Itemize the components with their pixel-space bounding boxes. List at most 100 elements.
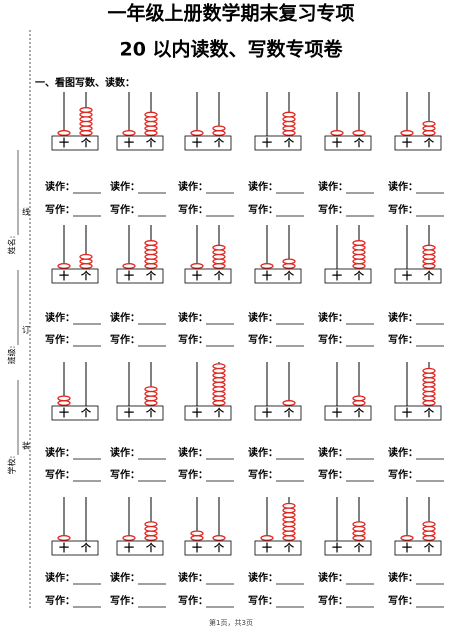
bead-stack: [144, 111, 158, 136]
bead: [352, 395, 366, 402]
write-label: 写作：: [248, 468, 278, 481]
bead: [79, 116, 93, 123]
bead: [422, 249, 436, 256]
read-label: 读作：: [45, 571, 75, 584]
write-label: 写作：: [248, 333, 278, 346]
bead: [260, 263, 274, 269]
bead: [212, 377, 226, 383]
bead: [144, 240, 158, 246]
bead: [79, 253, 93, 260]
rod-label: 个: [145, 542, 157, 555]
bead: [212, 386, 226, 393]
rod-label: 个: [423, 542, 435, 555]
write-label: 写作：: [318, 468, 348, 481]
bead: [144, 120, 158, 127]
bead-stack: [212, 125, 226, 136]
bead: [144, 525, 158, 532]
rod-label: 个: [80, 137, 92, 150]
frame: [51, 135, 99, 151]
bead: [422, 530, 436, 537]
rod-label: 个: [423, 270, 435, 283]
bead-stack: [122, 263, 136, 269]
bead: [352, 521, 366, 528]
bead-stack: [190, 130, 204, 136]
rod-label: 个: [80, 407, 92, 420]
school-field: 学校:: [7, 456, 17, 475]
read-label: 读作：: [45, 311, 75, 324]
rod-label: 个: [423, 137, 435, 150]
bead: [422, 263, 436, 269]
bead: [144, 130, 158, 136]
read-label: 读作：: [248, 180, 278, 193]
bead: [144, 263, 158, 269]
bead: [282, 125, 296, 132]
bead: [282, 258, 296, 265]
bead-stack: [122, 130, 136, 136]
title: 一年级上册数学期末复习专项: [107, 2, 354, 25]
read-label: 读作：: [178, 446, 208, 459]
rod-label: 十: [59, 407, 69, 420]
bead: [122, 263, 136, 269]
bead-stack: [282, 502, 296, 541]
bead: [212, 258, 226, 265]
cut-mark: 装: [22, 441, 30, 451]
class-field: 班级:: [7, 346, 17, 365]
bead-stack: [400, 130, 414, 136]
rod-label: 十: [262, 270, 272, 283]
write-label: 写作：: [178, 333, 208, 346]
bead: [144, 386, 158, 393]
bead: [212, 372, 226, 379]
bead: [282, 535, 296, 541]
rod-label: 十: [192, 270, 202, 283]
bead: [282, 400, 296, 406]
bead: [212, 363, 226, 370]
bead: [282, 507, 296, 514]
rod-label: 十: [402, 137, 412, 150]
bead: [79, 263, 93, 269]
bead: [352, 525, 366, 532]
rod-label: 十: [332, 137, 342, 150]
bead: [144, 111, 158, 118]
cut-mark: 线: [22, 207, 30, 217]
bead-stack: [282, 400, 296, 406]
bead: [212, 125, 226, 132]
bead-stack: [282, 111, 296, 136]
bead-stack: [422, 367, 436, 406]
bead: [212, 130, 226, 136]
bead: [352, 530, 366, 537]
read-label: 读作：: [388, 180, 418, 193]
bead-stack: [422, 120, 436, 136]
rod-label: 个: [423, 407, 435, 420]
margin-fields: 姓名: 班级: 学校: 线 订 装: [7, 150, 30, 475]
bead: [282, 512, 296, 518]
rod-label: 十: [124, 542, 134, 555]
frame: [116, 268, 164, 284]
rod-label: 个: [145, 407, 157, 420]
rod-label: 个: [213, 542, 225, 555]
read-label: 读作：: [248, 311, 278, 324]
bead: [79, 130, 93, 136]
rod-label: 个: [145, 137, 157, 150]
bead-stack: [79, 107, 93, 136]
rod-label: 个: [283, 270, 295, 283]
bead: [422, 525, 436, 532]
bead: [422, 125, 436, 132]
bead: [190, 263, 204, 269]
bead: [422, 390, 436, 397]
write-label: 写作：: [110, 203, 140, 216]
frame: [324, 135, 372, 151]
bead-stack: [260, 535, 274, 541]
frame: [51, 540, 99, 556]
rod-label: 个: [80, 270, 92, 283]
bead: [422, 535, 436, 541]
bead: [400, 130, 414, 136]
rod-label: 十: [262, 542, 272, 555]
rod-label: 十: [402, 542, 412, 555]
bead: [144, 125, 158, 132]
bead: [57, 395, 71, 402]
read-label: 读作：: [388, 446, 418, 459]
rod-label: 十: [402, 270, 412, 283]
bead: [422, 253, 436, 260]
write-label: 写作：: [178, 203, 208, 216]
